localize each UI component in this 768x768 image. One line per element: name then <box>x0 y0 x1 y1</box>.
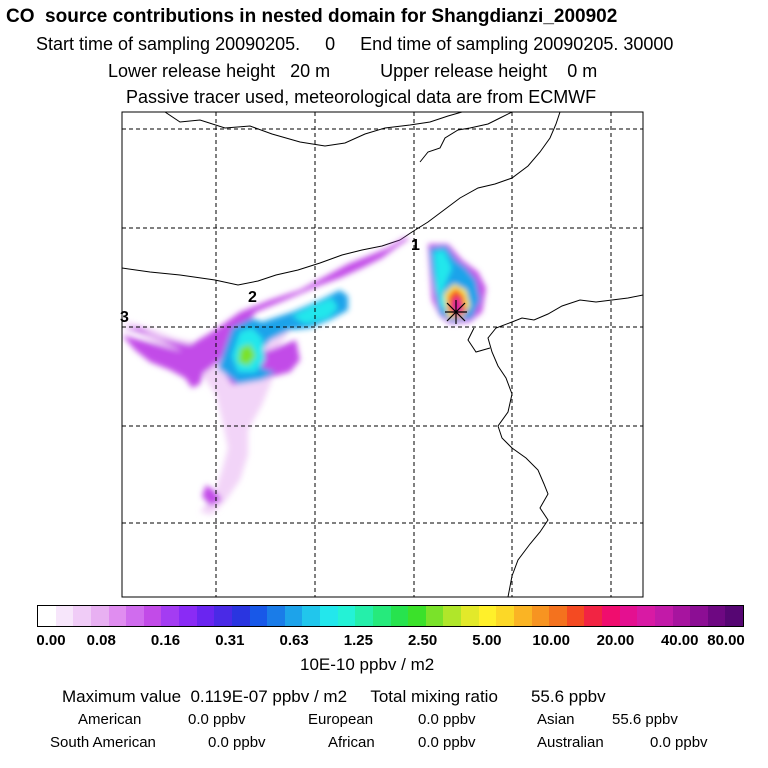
color-swatch <box>513 606 532 626</box>
color-swatch <box>320 606 338 626</box>
color-swatch <box>654 606 673 626</box>
color-scale-tick-label: 5.00 <box>472 632 502 649</box>
color-swatch <box>126 606 144 626</box>
color-scale-tick-label: 80.00 <box>707 632 745 649</box>
color-scale-tick-label: 0.31 <box>215 632 245 649</box>
tracer-info-line: Passive tracer used, meteorological data… <box>126 87 597 107</box>
color-swatch <box>584 606 602 626</box>
region-value: 0.0 ppbv <box>208 734 266 751</box>
color-swatch <box>637 606 655 626</box>
color-swatch <box>549 606 567 626</box>
region-name: Australian <box>537 734 604 751</box>
color-swatch <box>707 606 726 626</box>
color-swatch <box>90 606 109 626</box>
color-swatch <box>372 606 391 626</box>
color-swatch <box>196 606 215 626</box>
color-swatch <box>478 606 497 626</box>
color-scale-tick-label: 40.00 <box>660 632 699 649</box>
region-name: African <box>328 734 375 751</box>
color-scale-tick-label: 0.16 <box>150 632 181 649</box>
color-scale-bar <box>37 605 744 627</box>
color-swatch <box>725 606 743 626</box>
region-name: Asian <box>537 711 575 728</box>
region-name: American <box>78 711 142 728</box>
color-swatch <box>337 606 356 626</box>
region-value: 0.0 ppbv <box>418 711 476 728</box>
color-swatch <box>461 606 479 626</box>
max-value-total-line: Maximum value 0.119E-07 ppbv / m2 Total … <box>62 687 606 706</box>
region-american: American 0.0 ppbv <box>78 711 246 728</box>
color-swatch <box>566 606 585 626</box>
region-australian: Australian 0.0 ppbv <box>537 734 708 751</box>
color-swatch <box>390 606 409 626</box>
region-value: 0.0 ppbv <box>650 734 708 751</box>
region-name: South American <box>50 734 156 751</box>
color-swatch <box>267 606 285 626</box>
color-scale-tick-label: 10.00 <box>532 632 570 649</box>
region-african: African 0.0 ppbv <box>328 734 476 751</box>
plume-marker-1: 1 <box>411 237 420 254</box>
color-swatch <box>355 606 373 626</box>
color-swatch <box>249 606 268 626</box>
region-european: European 0.0 ppbv <box>308 711 476 728</box>
color-swatch <box>73 606 91 626</box>
region-value: 55.6 ppbv <box>612 711 678 728</box>
color-swatch <box>231 606 250 626</box>
lat-lon-grid <box>122 112 643 597</box>
color-swatch <box>284 606 303 626</box>
plume-marker-3: 3 <box>120 309 129 326</box>
color-swatch <box>214 606 232 626</box>
map-title: CO source contributions in nested domain… <box>6 6 618 27</box>
region-name: European <box>308 711 374 728</box>
sampling-time-line: Start time of sampling 20090205. 0 End t… <box>36 34 674 54</box>
color-scale-tick-label: 1.25 <box>343 632 373 649</box>
region-south-american: South American 0.0 ppbv <box>50 734 266 751</box>
color-scale-tick-label: 0.08 <box>86 632 116 649</box>
color-swatch <box>619 606 638 626</box>
color-swatch <box>425 606 444 626</box>
color-swatch <box>602 606 620 626</box>
concentration-plume <box>122 238 486 515</box>
color-scale-tick-label: 0.63 <box>279 632 309 649</box>
color-swatch <box>690 606 708 626</box>
region-value: 0.0 ppbv <box>418 734 476 751</box>
region-value: 0.0 ppbv <box>188 711 246 728</box>
color-swatch <box>672 606 691 626</box>
color-scale-tick-label: 0.00 <box>36 632 66 649</box>
color-swatch <box>408 606 426 626</box>
map-frame <box>121 111 644 598</box>
color-scale-unit: 10E-10 ppbv / m2 <box>300 655 435 674</box>
color-swatch <box>161 606 179 626</box>
region-asian: Asian 55.6 ppbv <box>537 711 678 728</box>
color-swatch <box>496 606 514 626</box>
color-swatch <box>38 606 56 626</box>
color-swatch <box>143 606 162 626</box>
release-height-line: Lower release height 20 m Upper release … <box>108 61 598 81</box>
color-swatch <box>55 606 74 626</box>
receptor-asterisk-icon <box>445 300 467 324</box>
color-swatch <box>108 606 127 626</box>
color-scale-tick-label: 20.00 <box>596 632 635 649</box>
color-swatch <box>443 606 461 626</box>
color-swatch <box>531 606 550 626</box>
plume-marker-2: 2 <box>248 289 257 306</box>
color-scale-tick-label: 2.50 <box>408 632 438 649</box>
color-swatch <box>179 606 197 626</box>
color-swatch <box>302 606 320 626</box>
